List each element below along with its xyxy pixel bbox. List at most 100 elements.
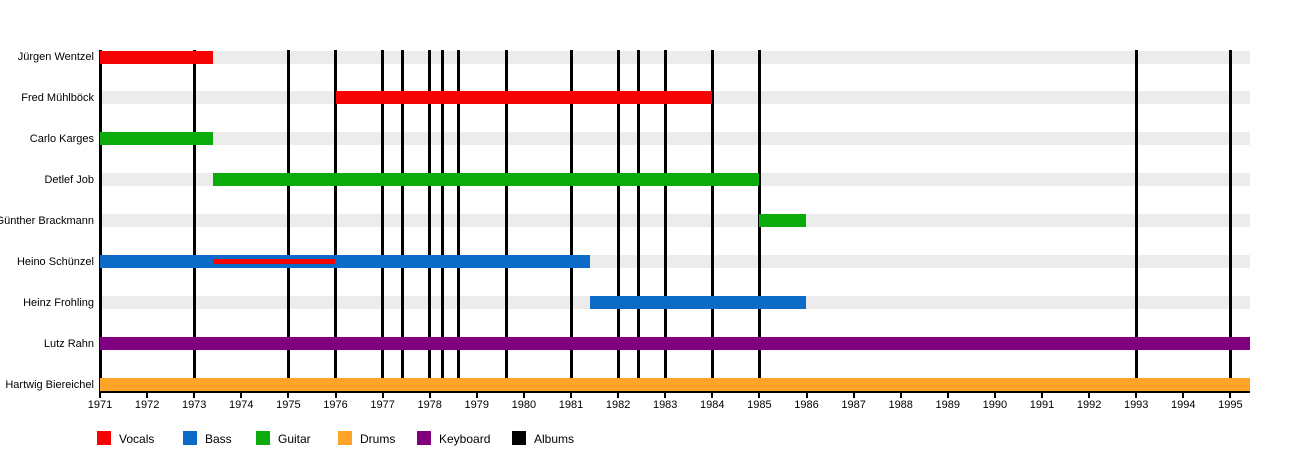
album-line: [505, 50, 509, 393]
legend-label: Guitar: [278, 432, 311, 446]
axis-tick: [193, 393, 196, 398]
role-bar-vocals: [100, 50, 214, 64]
axis-tick-label: 1985: [747, 399, 772, 411]
role-bar-keyboard: [100, 337, 1251, 351]
axis-tick: [146, 393, 149, 398]
legend-label: Vocals: [119, 432, 155, 446]
axis-tick-label: 1981: [558, 399, 584, 411]
legend-label: Bass: [205, 432, 232, 446]
member-row-stripe: [100, 132, 1251, 146]
album-line: [616, 50, 620, 393]
role-bar-bass: [100, 255, 590, 269]
member-label: Fred Mühlböck: [21, 91, 94, 104]
axis-tick-label: 1992: [1076, 399, 1102, 411]
legend-label: Drums: [360, 432, 396, 446]
axis-tick-label: 1986: [794, 399, 819, 411]
legend-label: Keyboard: [439, 432, 491, 446]
axis-tick-label: 1980: [511, 399, 537, 411]
axis-tick: [334, 393, 337, 398]
member-row-stripe: [100, 50, 1251, 64]
axis-tick: [570, 393, 572, 398]
member-label: Carlo Karges: [29, 132, 94, 145]
axis-tick-label: 1978: [417, 399, 442, 411]
axis-tick-label: 1977: [370, 399, 395, 411]
axis-tick: [1182, 393, 1185, 398]
album-line: [637, 50, 641, 393]
axis-tick-label: 1976: [323, 399, 348, 411]
axis-tick-label: 1991: [1029, 399, 1055, 411]
legend-swatch-drums: [338, 431, 352, 445]
axis-tick-label: 1987: [841, 399, 866, 411]
album-line: [428, 50, 432, 393]
role-bar-vocals: [335, 91, 713, 105]
album-line: [400, 50, 404, 393]
legend-swatch-keyboard: [417, 431, 431, 445]
album-line: [456, 50, 460, 393]
axis-tick: [852, 393, 855, 398]
axis-tick: [381, 393, 384, 398]
axis-tick-label: 1979: [464, 399, 490, 411]
axis-tick: [946, 393, 949, 398]
axis-tick: [805, 393, 808, 398]
album-line: [710, 50, 714, 393]
axis-tick: [1229, 393, 1232, 398]
axis-tick: [522, 393, 525, 398]
axis-tick: [1135, 393, 1138, 398]
member-label: Lutz Rahn: [43, 337, 94, 350]
member-label: Detlef Job: [44, 173, 94, 186]
axis-tick-label: 1989: [935, 399, 961, 411]
axis-tick: [287, 393, 290, 398]
axis-tick-label: 1993: [1123, 399, 1149, 411]
role-bar-guitar: [100, 132, 214, 146]
role-bar-guitar: [213, 173, 760, 187]
axis-tick: [99, 393, 101, 398]
axis-tick: [993, 393, 996, 398]
role-bar-bass: [589, 296, 807, 310]
axis-tick-label: 1984: [700, 399, 725, 411]
legend-swatch-guitar: [256, 431, 270, 445]
axis-tick: [617, 393, 620, 398]
legend-label: Albums: [534, 432, 575, 446]
album-line: [1134, 50, 1138, 393]
axis-tick: [1041, 393, 1043, 398]
axis-tick: [711, 393, 714, 398]
album-line: [286, 50, 290, 393]
axis-tick-label: 1972: [134, 399, 160, 411]
member-row-stripe: [100, 214, 1251, 228]
member-label: Günther Brackmann: [0, 214, 94, 227]
album-line: [569, 50, 573, 393]
axis-tick-label: 1988: [888, 399, 913, 411]
album-line: [1228, 50, 1232, 393]
axis-tick: [475, 393, 478, 398]
x-axis-line: [99, 391, 1251, 393]
album-line: [381, 50, 385, 393]
album-line: [663, 50, 667, 393]
axis-tick-label: 1975: [276, 399, 301, 411]
role-bar-vocals: [213, 259, 336, 265]
y-axis-line: [98, 50, 102, 393]
axis-tick-label: 1995: [1218, 399, 1243, 411]
album-line: [441, 50, 445, 393]
axis-tick-label: 1994: [1171, 399, 1196, 411]
axis-tick-label: 1973: [181, 399, 207, 411]
axis-tick: [758, 393, 761, 398]
axis-tick: [1088, 393, 1091, 398]
member-label: Heino Schünzel: [16, 255, 94, 268]
legend-swatch-vocals: [97, 431, 111, 445]
legend-swatch-albums: [512, 431, 526, 445]
axis-tick: [664, 393, 667, 398]
axis-tick: [240, 393, 243, 398]
role-bar-guitar: [759, 214, 807, 228]
axis-tick: [899, 393, 902, 398]
axis-tick-label: 1990: [982, 399, 1008, 411]
legend-swatch-bass: [183, 431, 197, 445]
axis-tick-label: 1974: [229, 399, 254, 411]
role-bar-drums: [100, 378, 1251, 392]
album-line: [192, 50, 196, 393]
axis-tick-label: 1971: [87, 399, 113, 411]
album-line: [334, 50, 337, 393]
member-label: Jürgen Wentzel: [17, 51, 94, 63]
axis-tick-label: 1982: [605, 399, 631, 411]
member-label: Heinz Frohling: [23, 296, 94, 309]
